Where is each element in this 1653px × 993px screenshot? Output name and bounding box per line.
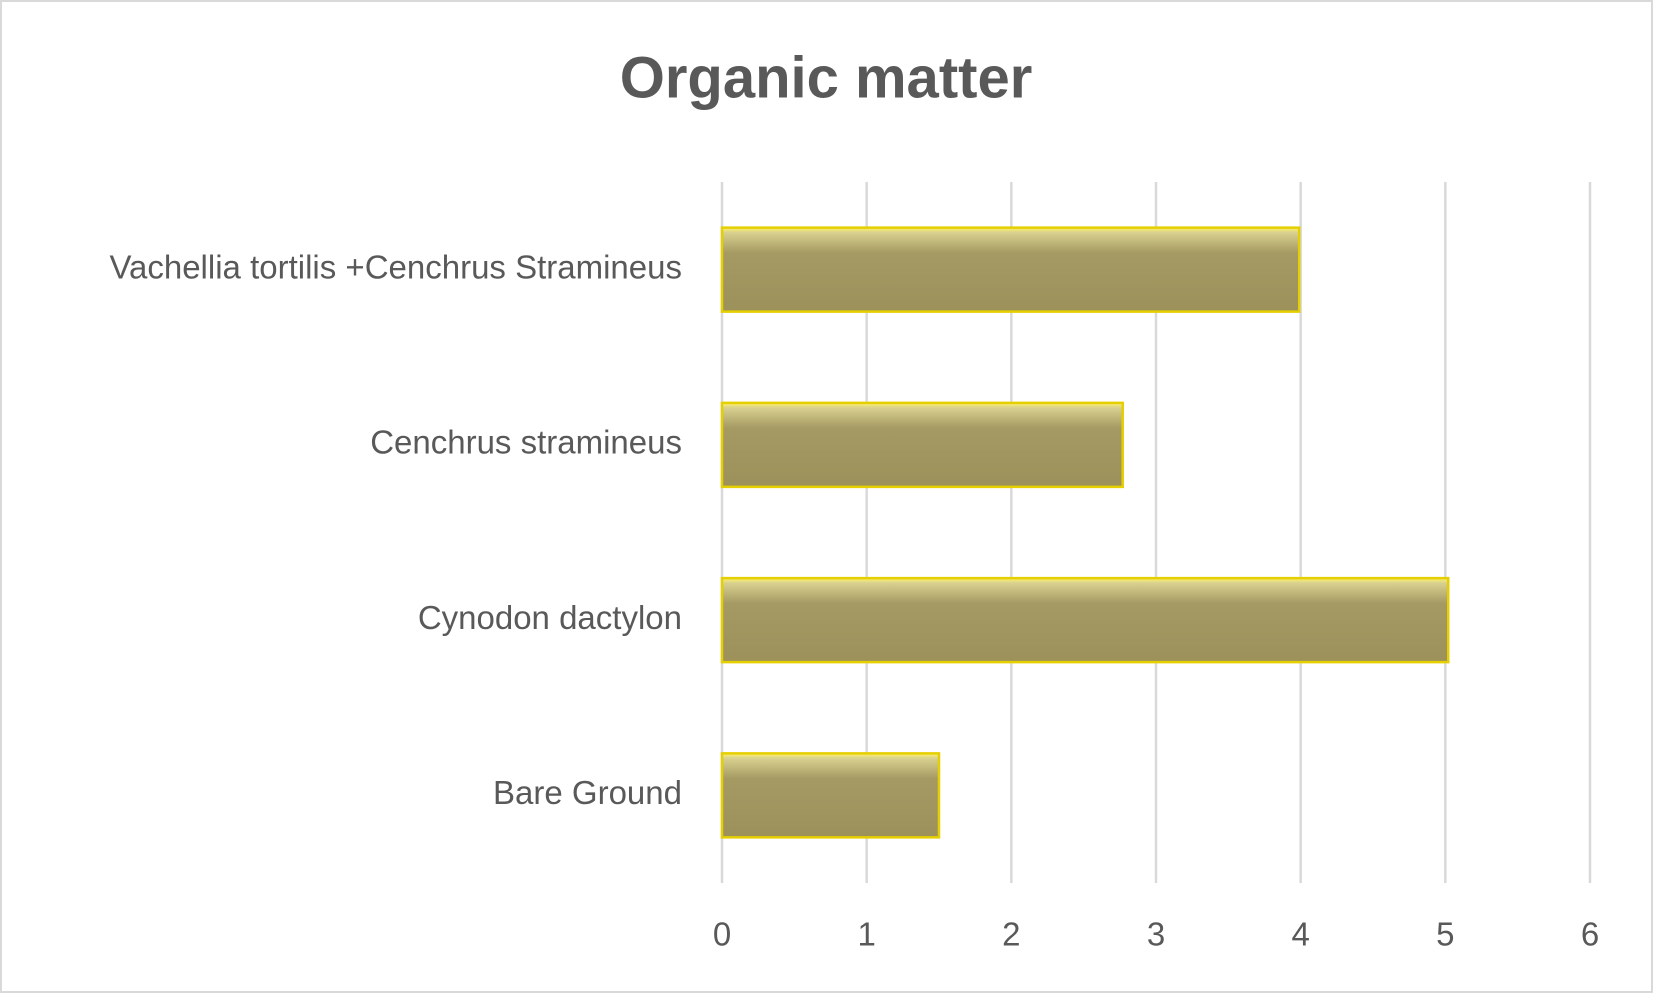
y-tick-label: Vachellia tortilis +Cenchrus Stramineus: [109, 248, 682, 285]
bar: [720, 576, 1450, 664]
y-tick-label: Cynodon dactylon: [418, 599, 682, 636]
x-tick-label: 1: [857, 916, 875, 953]
y-tick-label: Bare Ground: [493, 774, 682, 811]
x-tick-label: 5: [1436, 916, 1454, 953]
bar: [720, 401, 1124, 489]
chart-title: Organic matter: [620, 45, 1033, 110]
bar: [720, 752, 941, 839]
x-tick-label: 3: [1147, 916, 1165, 953]
x-tick-label: 2: [1002, 916, 1020, 953]
y-tick-label: Cenchrus stramineus: [370, 424, 682, 461]
x-tick-label: 6: [1581, 916, 1599, 953]
x-tick-label: 4: [1291, 916, 1309, 953]
x-tick-label: 0: [713, 916, 731, 953]
bar: [720, 226, 1301, 313]
